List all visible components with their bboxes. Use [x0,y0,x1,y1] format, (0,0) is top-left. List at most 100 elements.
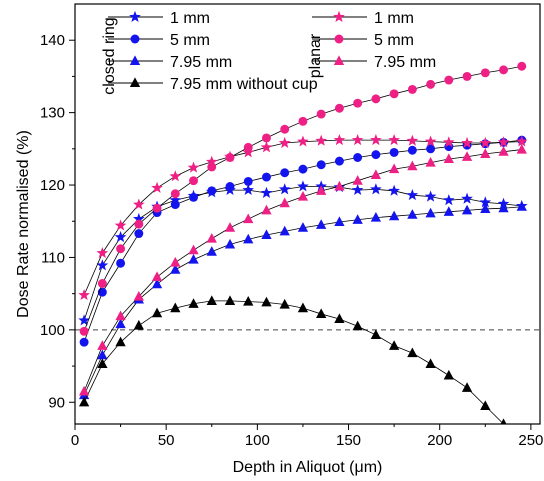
data-point [316,160,326,170]
data-point [406,134,419,146]
data-point [261,229,272,240]
legend-entry: 7.95 mm [312,54,436,71]
data-point [388,340,400,350]
data-point [188,298,199,308]
data-point [280,124,290,134]
data-point [298,116,308,126]
legend-label: 1 mm [374,10,414,27]
data-point [97,349,108,360]
data-point [279,197,290,208]
data-point [406,189,419,201]
data-point [152,203,162,213]
y-tick-label: 130 [40,105,65,122]
data-point [280,168,290,178]
data-point [262,133,271,143]
data-point [444,75,454,85]
data-point [443,206,454,216]
data-point [352,320,363,331]
data-point [497,136,510,148]
data-point [279,225,290,236]
data-point [316,109,326,119]
data-point [78,314,90,326]
data-point [133,319,144,330]
data-point [133,212,145,225]
data-point [517,61,527,71]
data-point [78,288,90,301]
y-tick-label: 140 [40,32,65,49]
data-point [243,296,254,306]
data-point [206,246,217,256]
data-point [388,210,400,221]
data-point [225,153,235,162]
data-point [443,153,454,164]
legend-label: 5 mm [374,32,414,49]
data-point [151,271,163,282]
legend-marker [130,34,140,44]
data-point [515,135,528,147]
legend-label: 5 mm [170,32,210,49]
data-point [480,68,490,78]
x-tick-label: 100 [245,432,270,449]
data-point [334,216,345,227]
data-point [407,84,417,94]
data-point [353,98,363,108]
data-point [499,65,508,75]
data-point [242,146,255,158]
data-point [407,160,418,171]
legend-entry: 1 mm [312,10,414,27]
data-point [97,358,108,368]
data-point [461,204,473,215]
data-point [461,382,473,392]
data-point [297,180,309,192]
data-point [297,135,309,147]
data-point [170,256,181,267]
data-point [389,147,399,157]
legend-entry: 7.95 mm [108,54,232,71]
legend-label: 7.95 mm [374,54,436,71]
data-point [388,163,400,174]
data-point [334,313,345,324]
data-point [114,219,127,231]
y-tick-label: 100 [40,322,65,339]
data-point [207,186,217,196]
data-point [351,134,364,146]
data-point [97,340,108,350]
data-point [97,279,107,288]
data-point [316,185,327,195]
data-point [225,182,235,191]
data-point [334,180,345,191]
legend-label: 1 mm [170,10,210,27]
data-point [479,136,492,148]
data-point [462,71,472,81]
data-point [151,278,163,289]
data-point [189,192,198,202]
data-point [443,136,455,148]
data-point [500,418,507,424]
data-point [461,136,473,148]
data-point [498,146,509,156]
legend-label: 7.95 mm without cup [170,76,318,93]
data-point [261,204,272,215]
data-point [388,134,400,146]
ticks-layer: 0 50 100 150 200 250 90 100 110 120 130 140 [40,32,543,449]
legend-entry: 7.95 mm without cup [108,76,318,93]
data-point [389,89,399,99]
data-point [206,233,217,243]
data-point [224,238,236,249]
data-point [424,190,437,202]
data-point [278,183,291,195]
series-layer [78,61,528,424]
data-point [78,385,90,396]
data-point [170,200,180,210]
data-point [407,209,418,219]
data-point [425,207,436,218]
legend-entry: 5 mm [312,32,414,49]
data-point [260,141,273,153]
x-tick-label: 250 [518,432,543,449]
data-point [480,400,491,410]
data-point [243,213,254,224]
data-point [498,202,509,213]
data-point [480,148,491,158]
data-point [187,161,200,173]
legend-marker [334,34,344,44]
